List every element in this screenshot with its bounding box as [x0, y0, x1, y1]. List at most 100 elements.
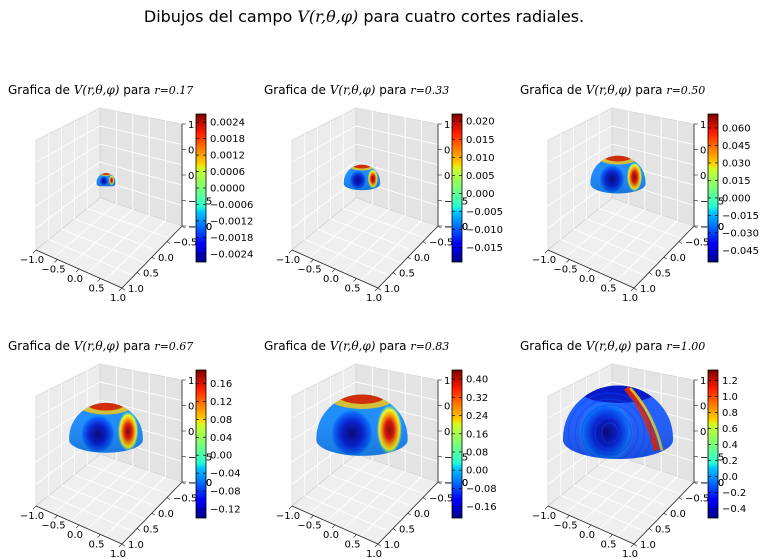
- colorbar-tick-label: −0.0006: [210, 200, 253, 211]
- colorbar-tick-label: −0.010: [466, 225, 503, 236]
- colorbar: 0.020 0.015 0.010 0.005 0.000 −0.005 −0.010 −0.…: [451, 113, 503, 263]
- y-tick-label: 0.0: [414, 253, 430, 264]
- grid-line: [330, 474, 415, 508]
- grid-line: [87, 463, 171, 495]
- y-tick-mark: [181, 481, 186, 485]
- colorbar-tick-label: 0.0024: [210, 118, 245, 129]
- y-tick-mark: [663, 512, 668, 516]
- x-tick-mark: [32, 249, 37, 254]
- x-tick-label: −0.5: [41, 521, 65, 532]
- x-tick-label: 0.0: [579, 274, 595, 285]
- y-tick-label: 0.5: [399, 525, 415, 536]
- x-tick-mark: [566, 259, 570, 263]
- colorbar-tick-label: −0.0012: [210, 216, 253, 227]
- subplot-title: Grafica de V(r,θ,φ) para r=0.17: [8, 83, 193, 97]
- colorbar-tick-label: −0.2: [722, 488, 746, 499]
- grid-line: [291, 125, 357, 163]
- grid-line: [317, 228, 403, 264]
- grid-line: [611, 143, 695, 166]
- grid-lines: [291, 111, 439, 281]
- colorbar-gradient: [707, 113, 719, 263]
- x-tick-mark: [609, 278, 613, 282]
- y-tick-mark: [392, 272, 397, 275]
- colorbar-tick-label: −0.0018: [210, 233, 253, 244]
- grid-line: [74, 474, 159, 508]
- subplot-2: Grafica de V(r,θ,φ) para r=0.33−1.0−0.50…: [264, 83, 503, 304]
- grid-line: [70, 208, 134, 266]
- colorbar-tick-label: −0.0024: [210, 249, 253, 260]
- colorbar-tick-label: 0.015: [466, 135, 495, 146]
- x-tick-label: 0.5: [601, 540, 617, 551]
- grid-line: [99, 125, 183, 145]
- y-tick-label: 0.5: [655, 269, 671, 280]
- x-tick-mark: [587, 524, 592, 529]
- y-tick-mark: [693, 225, 698, 229]
- colorbar-gradient: [451, 369, 463, 519]
- subplot-1: Grafica de V(r,θ,φ) para r=0.17−1.0−0.50…: [8, 83, 253, 304]
- grid-line: [355, 125, 439, 145]
- grid-line: [582, 208, 646, 266]
- y-tick-label: −0.5: [429, 494, 453, 505]
- x-tick-label: −0.5: [553, 521, 577, 532]
- x-tick-label: 1.0: [366, 293, 382, 304]
- x-tick-label: −1.0: [532, 255, 556, 266]
- colorbar-tick-label: 0.030: [722, 158, 751, 169]
- grid-line: [35, 125, 101, 163]
- y-tick-mark: [166, 241, 171, 244]
- colorbar-tick-label: 0.2: [722, 456, 738, 467]
- subplot-grid: Grafica de V(r,θ,φ) para r=0.17−1.0−0.50…: [8, 83, 759, 558]
- grid-line: [304, 239, 391, 277]
- grid-line: [560, 239, 647, 277]
- x-tick-label: 0.5: [345, 284, 361, 295]
- grid-line: [360, 220, 422, 281]
- axes3d-box: [547, 107, 695, 289]
- colorbar-tick-label: 0.6: [722, 424, 738, 435]
- x-tick-mark: [374, 543, 379, 548]
- grid-line: [87, 470, 150, 530]
- colorbar-tick-label: 0.8: [722, 408, 738, 419]
- grid-line: [291, 143, 357, 185]
- x-tick-mark: [32, 505, 37, 510]
- surface-shading: [96, 173, 116, 187]
- colorbar-tick-label: 0.40: [466, 375, 488, 386]
- y-tick-mark: [678, 497, 683, 500]
- x-tick-mark: [630, 287, 635, 292]
- grid-line: [616, 476, 678, 537]
- grid-line: [61, 484, 147, 520]
- y-tick-mark: [422, 241, 427, 244]
- colorbar-tick-label: −0.015: [722, 211, 759, 222]
- colorbar-tick-label: 0.020: [466, 117, 495, 128]
- x-tick-label: 0.5: [345, 540, 361, 551]
- grid-line: [564, 459, 629, 514]
- colorbar-tick-label: 0.015: [722, 176, 751, 187]
- x-tick-label: −0.5: [41, 265, 65, 276]
- colorbar: 0.40 0.32 0.24 0.16 0.08 0.00 −0.08 −0.16: [451, 369, 497, 519]
- x-tick-label: 1.0: [622, 293, 638, 304]
- axes3d-box: [291, 107, 439, 289]
- x-tick-mark: [97, 278, 101, 282]
- x-tick-mark: [544, 505, 549, 510]
- grid-line: [99, 143, 183, 166]
- colorbar-tick-label: 0.04: [210, 433, 232, 444]
- grid-lines: [35, 111, 183, 281]
- x-tick-mark: [331, 524, 336, 529]
- grid-line: [35, 179, 101, 229]
- colorbar: 0.060 0.045 0.030 0.015 0.000 −0.015 −0.030 −0.…: [707, 113, 759, 263]
- x-tick-mark: [54, 515, 58, 519]
- x-tick-mark: [630, 543, 635, 548]
- grid-line: [52, 459, 117, 514]
- subplot-5: Grafica de V(r,θ,φ) para r=0.83−1.0−0.50…: [264, 339, 497, 558]
- grid-line: [87, 214, 150, 274]
- x-tick-label: −0.5: [297, 521, 321, 532]
- y-tick-mark: [121, 543, 126, 547]
- y-tick-mark: [648, 528, 653, 531]
- y-tick-mark: [151, 512, 156, 516]
- x-tick-mark: [353, 534, 357, 538]
- grid-line: [74, 218, 159, 252]
- grid-line: [547, 125, 613, 163]
- y-tick-label: 0.0: [414, 509, 430, 520]
- y-tick-mark: [437, 481, 442, 485]
- y-tick-label: 1.0: [128, 284, 144, 295]
- colorbar-tick-label: 1.0: [722, 392, 738, 403]
